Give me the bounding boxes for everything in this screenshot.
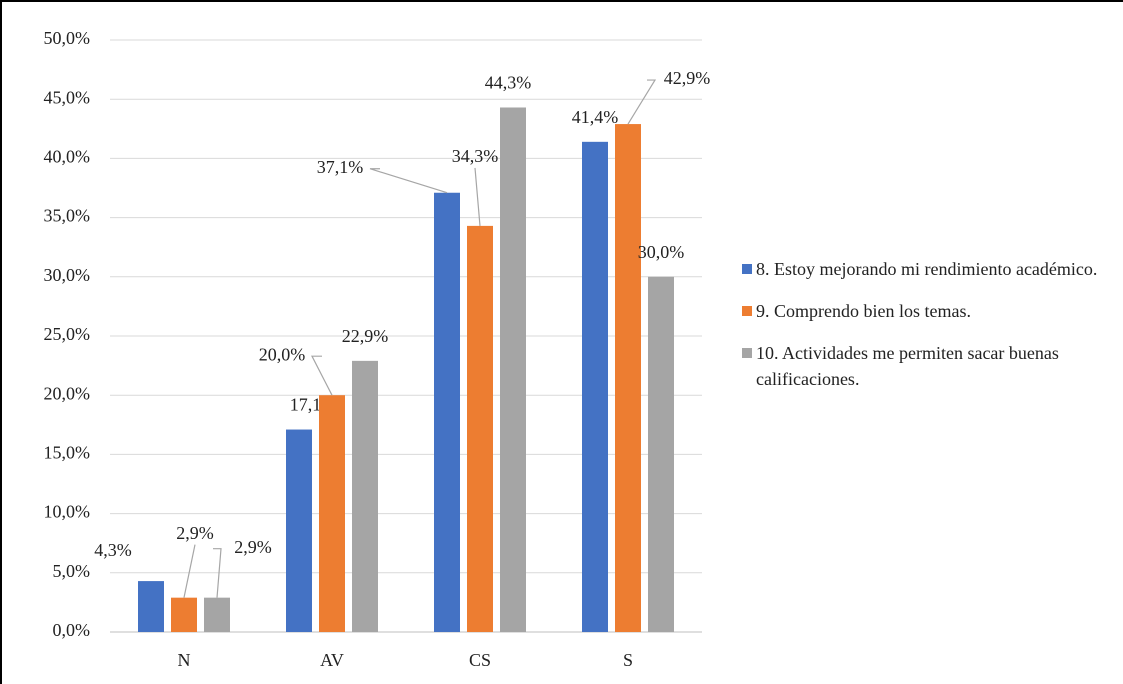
bar xyxy=(286,429,312,632)
data-label: 37,1% xyxy=(317,157,364,177)
bar xyxy=(138,581,164,632)
data-label: 2,9% xyxy=(234,537,272,557)
legend: 8. Estoy mejorando mi rendimiento académ… xyxy=(742,256,1112,408)
data-label: 2,9% xyxy=(176,523,214,543)
data-label: 22,9% xyxy=(342,326,389,346)
x-tick-label: S xyxy=(623,650,633,670)
legend-item: 8. Estoy mejorando mi rendimiento académ… xyxy=(742,256,1112,282)
data-label: 34,3% xyxy=(452,146,499,166)
x-tick-label: CS xyxy=(469,650,491,670)
leader-line xyxy=(311,355,333,396)
bar xyxy=(615,124,641,633)
leader-line xyxy=(213,548,222,598)
legend-swatch xyxy=(742,264,752,274)
y-tick-label: 20,0% xyxy=(44,383,91,403)
legend-swatch xyxy=(742,306,752,316)
y-tick-label: 50,0% xyxy=(44,28,91,48)
legend-label: 8. Estoy mejorando mi rendimiento académ… xyxy=(756,259,1098,279)
data-label: 20,0% xyxy=(259,344,306,364)
bar xyxy=(204,597,230,632)
leader-line xyxy=(474,167,481,226)
legend-label: 10. Actividades me permiten sacar buenas… xyxy=(756,343,1059,389)
y-tick-label: 15,0% xyxy=(44,443,91,463)
y-tick-label: 5,0% xyxy=(53,561,91,581)
y-tick-label: 45,0% xyxy=(44,87,91,107)
y-tick-label: 0,0% xyxy=(53,620,91,640)
legend-item: 10. Actividades me permiten sacar buenas… xyxy=(742,340,1112,392)
data-label: 42,9% xyxy=(664,68,711,88)
bar xyxy=(319,395,345,632)
y-tick-label: 40,0% xyxy=(44,147,91,167)
bar xyxy=(648,276,674,632)
bar xyxy=(352,360,378,632)
leader-line xyxy=(369,168,448,194)
legend-item: 9. Comprendo bien los temas. xyxy=(742,298,1112,324)
bar xyxy=(500,107,526,633)
x-tick-label: AV xyxy=(320,650,344,670)
leader-line xyxy=(183,544,196,598)
data-label: 4,3% xyxy=(94,540,132,560)
data-label: 44,3% xyxy=(485,73,532,93)
data-label: 41,4% xyxy=(572,107,619,127)
data-label: 30,0% xyxy=(638,242,685,262)
leader-line xyxy=(627,79,657,125)
y-tick-label: 35,0% xyxy=(44,206,91,226)
y-tick-label: 10,0% xyxy=(44,502,91,522)
x-tick-label: N xyxy=(178,650,191,670)
bar xyxy=(467,225,493,632)
bar xyxy=(171,597,197,632)
y-tick-label: 25,0% xyxy=(44,324,91,344)
y-tick-label: 30,0% xyxy=(44,265,91,285)
bar xyxy=(582,141,608,632)
legend-label: 9. Comprendo bien los temas. xyxy=(756,301,971,321)
legend-swatch xyxy=(742,348,752,358)
bar xyxy=(434,192,460,632)
